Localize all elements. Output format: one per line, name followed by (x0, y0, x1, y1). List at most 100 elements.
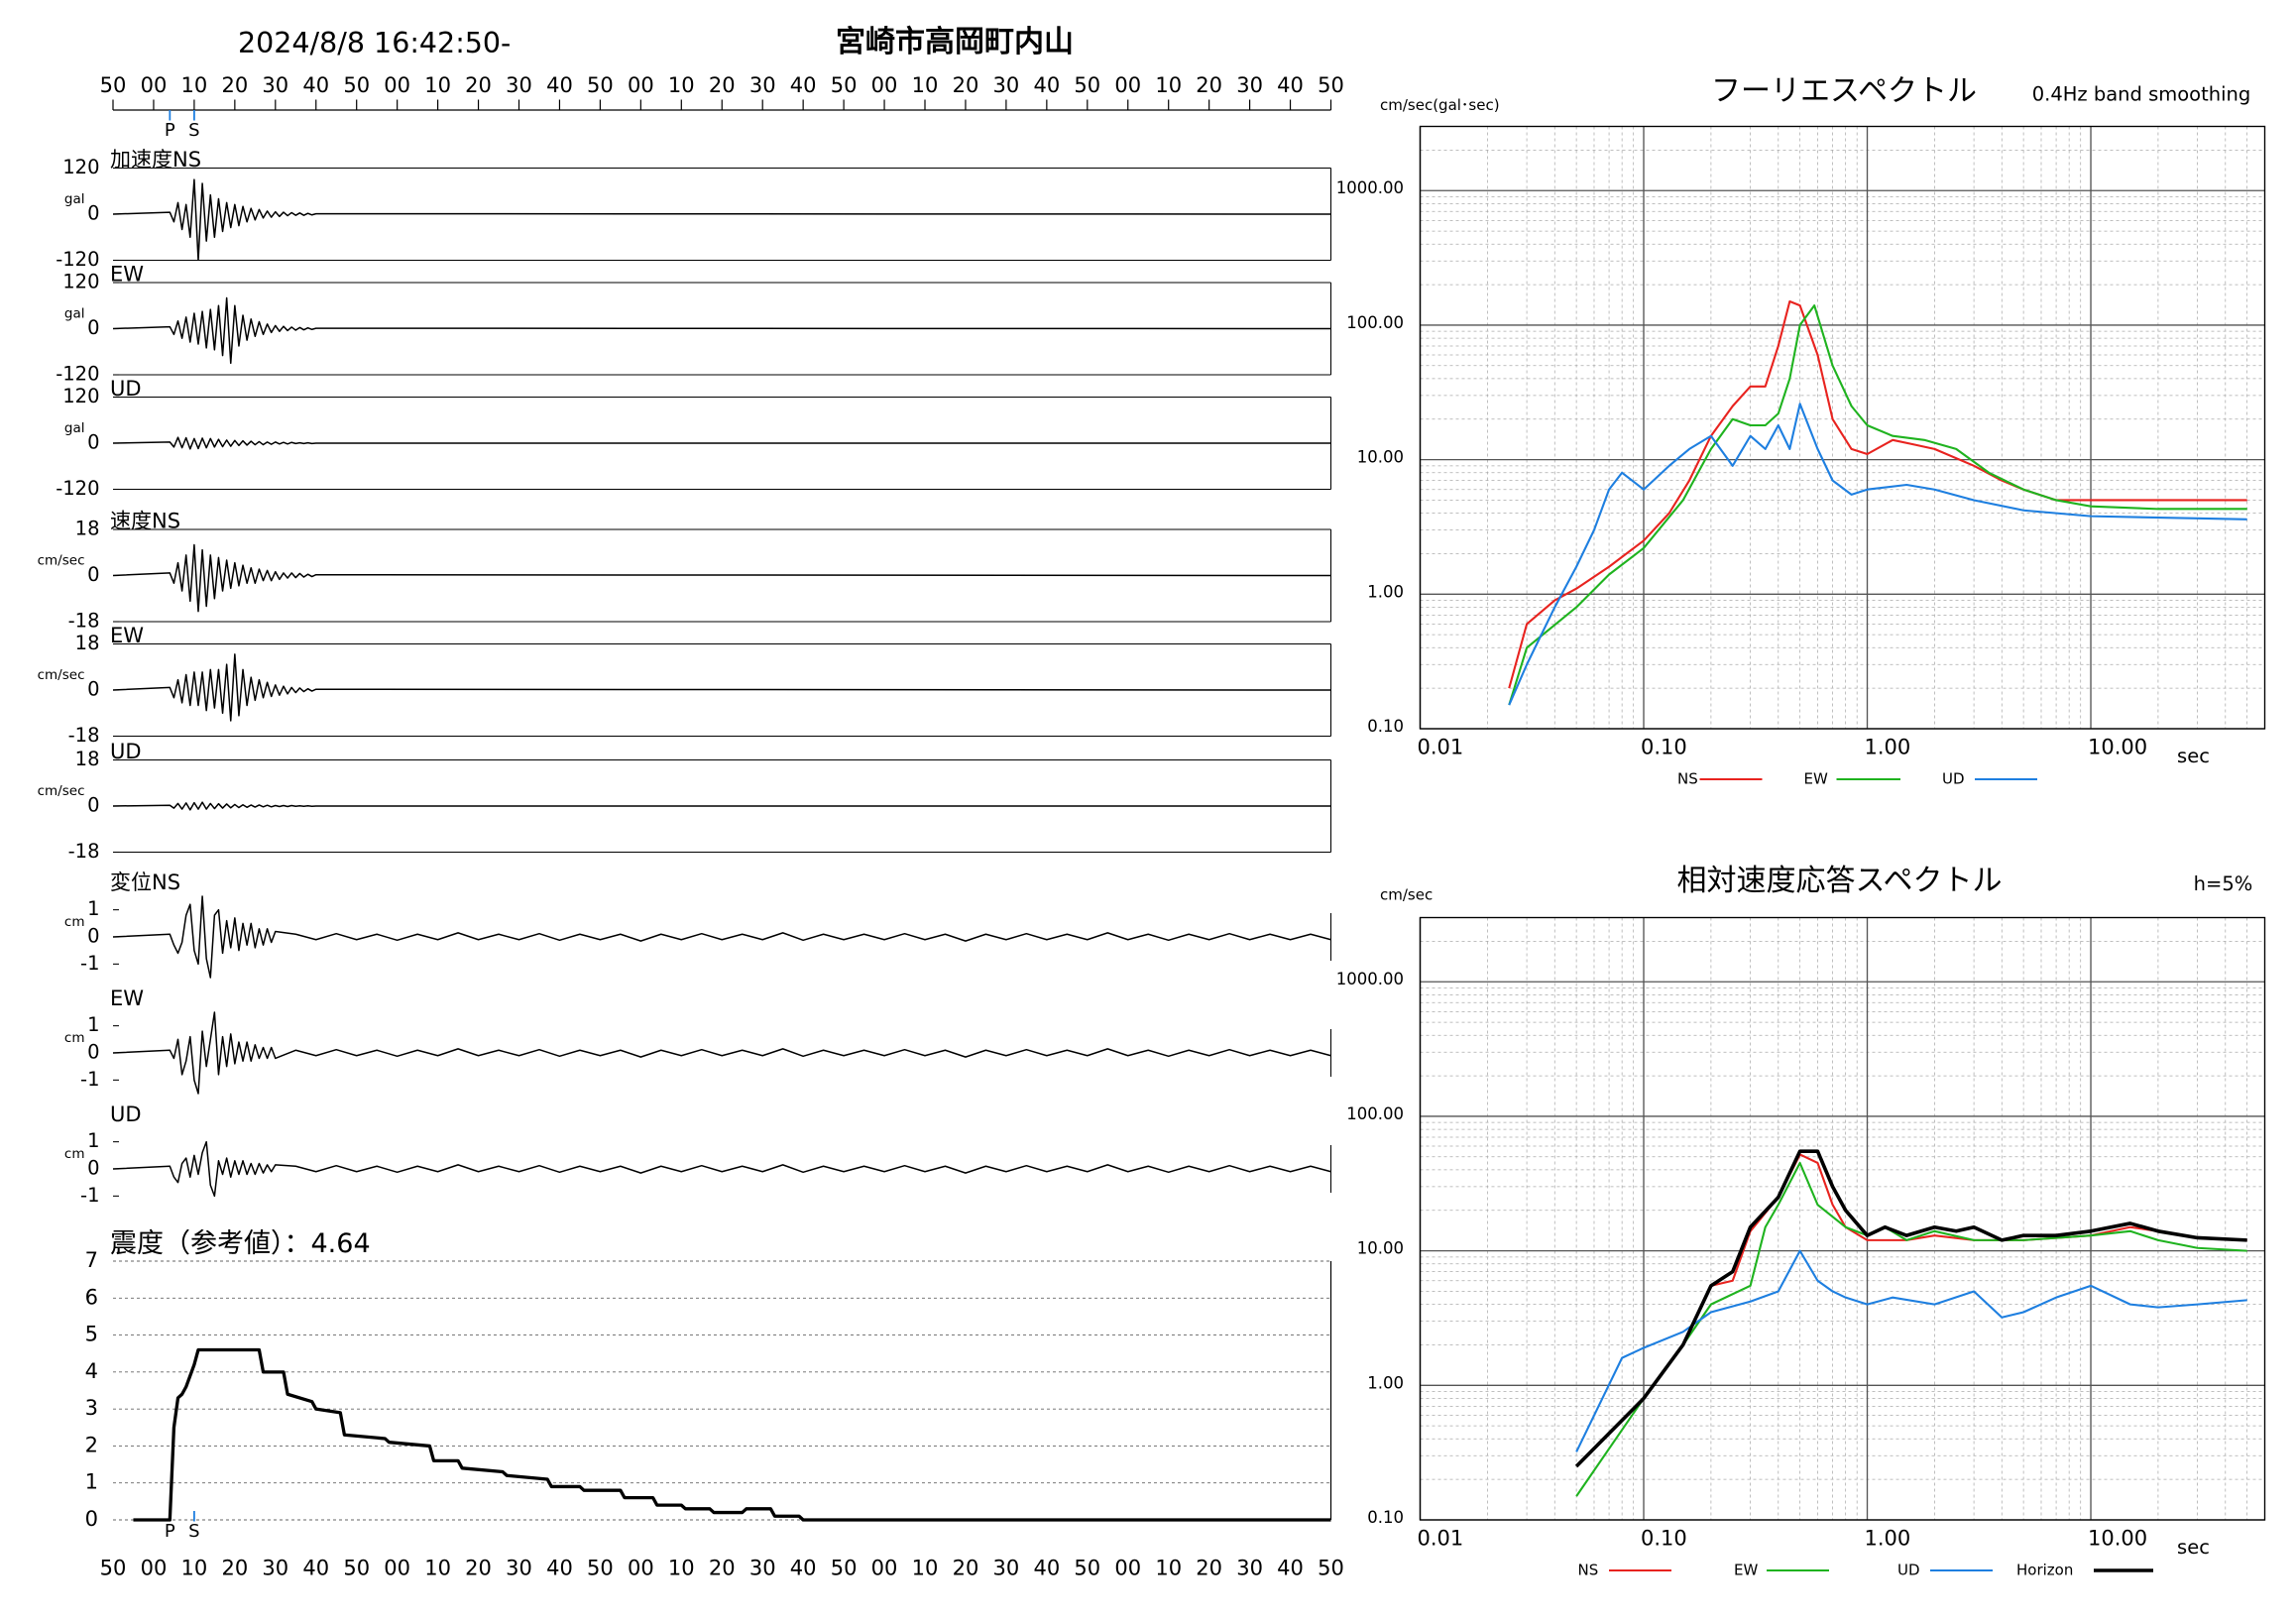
time-tick-label: 30 (993, 1557, 1020, 1580)
trace-name: 加速度NS (110, 148, 201, 172)
time-tick-label: 50 (1074, 1557, 1100, 1580)
x-tick-label: 10.00 (2088, 736, 2147, 759)
y-axis-unit: cm/sec(gal･sec) (1380, 96, 1500, 114)
time-tick-label: 30 (506, 73, 532, 97)
y-tick-label: 2 (85, 1433, 98, 1456)
time-tick-label: 30 (749, 73, 776, 97)
phase-label: P (165, 1521, 175, 1542)
y-tick-label: 18 (75, 632, 100, 654)
y-tick-label: 5 (85, 1323, 98, 1346)
time-tick-label: 20 (709, 1557, 736, 1580)
y-tick-label: -120 (56, 248, 99, 271)
time-tick-label: 40 (546, 73, 573, 97)
time-tick-label: 50 (1074, 73, 1100, 97)
x-tick-label: 1.00 (1865, 1527, 1911, 1551)
y-tick-label: -1 (80, 1184, 99, 1207)
y-tick-label: 1.00 (1367, 1373, 1404, 1392)
time-tick-label: 40 (1277, 73, 1304, 97)
time-tick-label: 40 (1033, 73, 1060, 97)
chart-subtitle: h=5% (2194, 872, 2253, 895)
time-tick-label: 10 (181, 1557, 208, 1580)
y-tick-label: 100.00 (1346, 1104, 1404, 1123)
legend-label: EW (1804, 770, 1828, 788)
time-tick-label: 20 (465, 1557, 492, 1580)
y-tick-label: 4 (85, 1359, 98, 1383)
trace (112, 296, 1331, 365)
trace-name: 変位NS (110, 870, 180, 894)
y-tick-label: -18 (68, 724, 100, 747)
x-tick-label: 10.00 (2088, 1527, 2147, 1551)
time-tick-label: 40 (790, 73, 817, 97)
phase-label: S (188, 1521, 199, 1542)
y-tick-label: 0 (87, 431, 99, 454)
legend-label: Horizon (2016, 1562, 2073, 1579)
x-tick-label: 0.01 (1418, 736, 1464, 759)
time-tick-label: 30 (506, 1557, 532, 1580)
trace-unit: gal (64, 420, 85, 436)
y-tick-label: 7 (85, 1248, 98, 1272)
trace-unit: gal (64, 191, 85, 207)
time-tick-label: 10 (668, 1557, 695, 1580)
time-tick-label: 10 (912, 1557, 939, 1580)
time-tick-label: 00 (871, 1557, 898, 1580)
time-tick-label: 30 (1236, 73, 1263, 97)
trace (112, 543, 1331, 613)
intensity-line (133, 1347, 1331, 1522)
chart-title: 震度（参考値）：4.64 (110, 1228, 371, 1259)
time-tick-label: 20 (953, 73, 979, 97)
time-tick-label: 00 (628, 1557, 654, 1580)
y-tick-label: -120 (56, 477, 99, 500)
station: 宮崎市高岡町内山 (836, 25, 1074, 59)
time-tick-label: 20 (221, 73, 248, 97)
time-tick-label: 00 (384, 73, 410, 97)
y-tick-label: 0 (85, 1507, 98, 1531)
y-tick-label: -18 (68, 610, 100, 633)
time-tick-label: 10 (424, 73, 451, 97)
y-tick-label: 1 (87, 1013, 99, 1036)
time-tick-label: 30 (1236, 1557, 1263, 1580)
time-tick-label: 10 (912, 73, 939, 97)
chart-subtitle: 0.4Hz band smoothing (2032, 83, 2251, 106)
time-tick-label: 20 (1196, 73, 1222, 97)
trace-unit: cm (64, 914, 85, 930)
trace-name: EW (110, 986, 144, 1010)
time-tick-label: 40 (302, 73, 329, 97)
x-axis-label: sec (2177, 745, 2210, 767)
y-tick-label: -120 (56, 363, 99, 386)
time-tick-label: 10 (1155, 73, 1182, 97)
time-tick-label: 20 (709, 73, 736, 97)
time-tick-label: 30 (262, 1557, 288, 1580)
x-tick-label: 0.10 (1641, 736, 1687, 759)
y-tick-label: 18 (75, 748, 100, 770)
time-tick-label: 50 (343, 1557, 370, 1580)
y-tick-label: 0.10 (1367, 1508, 1404, 1527)
datetime: 2024/8/8 16:42:50- (238, 27, 511, 59)
phase-label: S (188, 120, 199, 141)
y-tick-label: 0 (87, 202, 99, 225)
y-tick-label: 0 (87, 316, 99, 339)
chart-title: 相対速度応答スペクトル (1677, 864, 2003, 898)
y-tick-label: 100.00 (1346, 313, 1404, 332)
y-tick-label: 120 (62, 385, 99, 407)
time-tick-label: 50 (831, 73, 858, 97)
trace-unit: cm (64, 1146, 85, 1162)
time-tick-label: 00 (141, 1557, 168, 1580)
spectrum-line (1575, 1249, 2247, 1452)
time-tick-label: 30 (993, 73, 1020, 97)
trace-unit: gal (64, 306, 85, 322)
time-tick-label: 20 (953, 1557, 979, 1580)
trace-unit: cm/sec (38, 667, 85, 683)
x-tick-label: 0.01 (1418, 1527, 1464, 1551)
time-tick-label: 50 (100, 1557, 127, 1580)
time-tick-label: 20 (221, 1557, 248, 1580)
x-tick-label: 0.10 (1641, 1527, 1687, 1551)
y-tick-label: 0.10 (1367, 717, 1404, 736)
y-tick-label: -1 (80, 1068, 99, 1091)
y-tick-label: 1 (87, 897, 99, 920)
time-tick-label: 50 (587, 73, 614, 97)
y-tick-label: 120 (62, 156, 99, 178)
y-tick-label: 3 (85, 1396, 98, 1420)
